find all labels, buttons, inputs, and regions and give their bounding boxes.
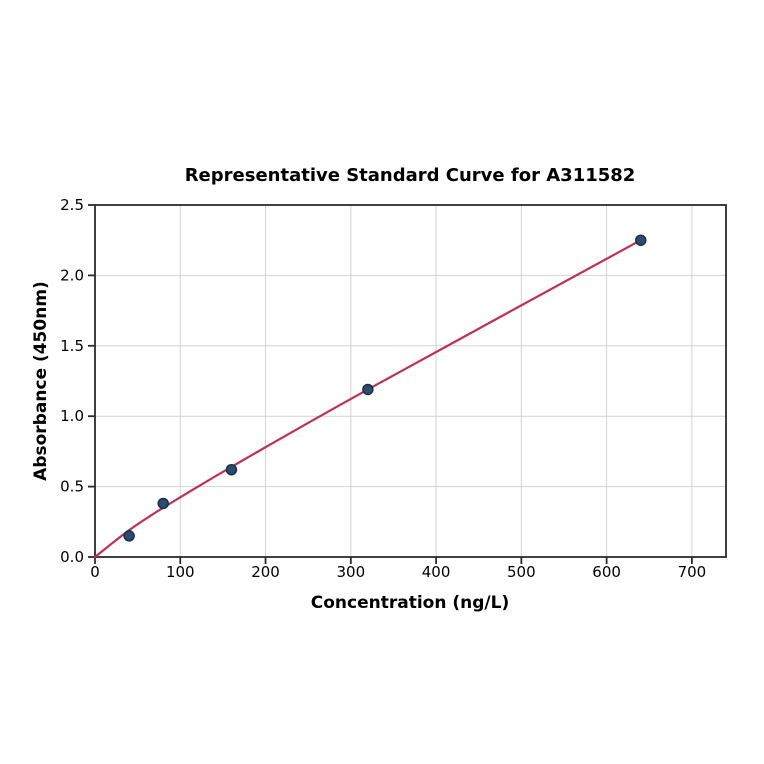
- fit-line: [93, 239, 642, 559]
- x-tick-label: 600: [592, 563, 621, 581]
- data-point: [157, 497, 169, 510]
- y-tick-label: 2.0: [60, 266, 84, 284]
- data-point: [225, 463, 238, 476]
- x-tick-label: 400: [422, 563, 451, 581]
- data-series: [93, 234, 647, 559]
- x-tick-label: 700: [678, 563, 707, 581]
- x-tick-label: 0: [90, 563, 100, 581]
- chart-title: Representative Standard Curve for A31158…: [185, 165, 636, 186]
- y-tick-label: 0.5: [60, 478, 84, 496]
- y-tick-label: 1.5: [60, 337, 84, 355]
- y-tick-label: 2.5: [60, 196, 84, 214]
- axes: 0 100 200 300 400 500 600 700 0.0 0.5 1.0 1.5 2.0 2.5: [60, 196, 727, 581]
- x-tick-label: 500: [507, 563, 536, 581]
- y-tick-label: 0.0: [60, 548, 84, 566]
- y-tick-label: 1.0: [60, 407, 84, 425]
- grid-lines: [94, 204, 726, 558]
- y-axis-label: Absorbance (450nm): [31, 281, 51, 481]
- x-axis-label: Concentration (ng/L): [311, 593, 509, 613]
- data-point: [362, 383, 374, 396]
- data-point: [123, 530, 135, 542]
- plot-frame: [94, 204, 727, 558]
- x-tick-label: 200: [251, 563, 280, 581]
- x-tick-label: 100: [166, 563, 195, 581]
- data-point: [634, 234, 647, 246]
- x-tick-label: 300: [336, 563, 365, 581]
